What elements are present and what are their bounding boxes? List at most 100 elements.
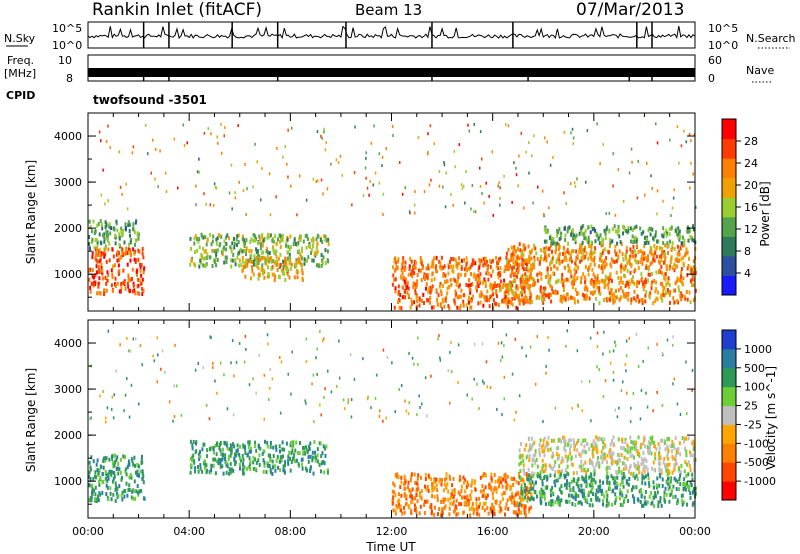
scatter-cell — [647, 240, 650, 245]
scatter-cell — [641, 503, 643, 508]
scatter-cell — [300, 457, 303, 462]
scatter-cell — [495, 301, 498, 306]
scatter-cell — [567, 241, 570, 246]
scatter-cell — [530, 505, 533, 510]
scatter-cell — [558, 252, 561, 257]
scatter-cell — [612, 435, 615, 440]
scatter-cell — [690, 268, 693, 273]
scatter-cell — [113, 471, 116, 476]
scatter-cell — [585, 479, 588, 484]
scatter-cell — [621, 289, 624, 294]
scatter-cell — [581, 247, 584, 252]
scatter-cell — [507, 247, 510, 252]
scatter-cell — [473, 209, 475, 213]
scatter-cell — [470, 299, 473, 304]
scatter-cell — [506, 283, 509, 288]
scatter-cell — [433, 479, 436, 484]
scatter-cell — [303, 257, 306, 262]
scatter-cell — [595, 498, 598, 502]
scatter-cell — [117, 263, 120, 268]
scatter-cell — [498, 476, 501, 481]
scatter-cell — [531, 267, 534, 272]
scatter-cell — [503, 397, 505, 401]
scatter-cell — [665, 291, 667, 296]
scatter-cell — [589, 230, 592, 235]
y-tick-label: 2000 — [54, 222, 82, 235]
scatter-cell — [409, 490, 412, 494]
scatter-cell — [300, 263, 303, 268]
scatter-cell — [641, 281, 644, 286]
scatter-cell — [620, 453, 623, 458]
scatter-cell — [251, 259, 253, 264]
scatter-cell — [520, 442, 522, 446]
scatter-cell — [556, 229, 559, 233]
scatter-cell — [392, 134, 394, 137]
scatter-cell — [647, 481, 650, 486]
scatter-cell — [591, 445, 594, 450]
scatter-cell — [240, 458, 242, 463]
power-colorbar-label: Power [dB] — [758, 181, 772, 246]
scatter-cell — [136, 272, 138, 277]
scatter-cell — [666, 437, 669, 441]
scatter-cell — [544, 463, 547, 468]
scatter-cell — [544, 230, 547, 235]
scatter-cell — [479, 501, 482, 506]
scatter-cell — [607, 465, 610, 470]
scatter-cell — [609, 361, 612, 365]
scatter-cell — [669, 479, 672, 484]
scatter-cell — [551, 241, 554, 246]
scatter-cell — [293, 238, 296, 243]
scatter-cell — [400, 384, 403, 387]
scatter-cell — [441, 297, 444, 302]
scatter-cell — [468, 129, 470, 133]
scatter-cell — [642, 441, 645, 446]
scatter-cell — [444, 297, 447, 302]
scatter-cell — [418, 394, 420, 398]
scatter-cell — [611, 293, 614, 298]
scatter-cell — [665, 267, 668, 272]
scatter-cell — [625, 339, 628, 343]
scatter-cell — [675, 279, 678, 284]
scatter-cell — [546, 269, 549, 274]
scatter-cell — [644, 277, 647, 282]
scatter-cell — [565, 485, 568, 490]
scatter-cell — [252, 455, 255, 460]
scatter-cell — [506, 263, 509, 268]
scatter-cell — [650, 174, 652, 178]
scatter-cell — [111, 407, 113, 411]
scatter-cell — [513, 247, 516, 252]
scatter-cell — [454, 301, 457, 306]
scatter-cell — [499, 196, 501, 200]
scatter-cell — [640, 231, 643, 236]
scatter-cell — [596, 459, 599, 464]
scatter-cell — [662, 226, 665, 231]
scatter-cell — [532, 201, 534, 205]
scatter-cell — [394, 260, 397, 265]
scatter-cell — [652, 495, 655, 500]
scatter-cell — [522, 504, 525, 509]
scatter-cell — [440, 266, 443, 271]
cpid-value: twofsound -3501 — [93, 93, 207, 107]
scatter-cell — [556, 452, 559, 456]
scatter-cell — [583, 275, 586, 280]
scatter-cell — [534, 449, 537, 453]
scatter-cell — [438, 184, 441, 188]
scatter-cell — [526, 489, 529, 494]
scatter-cell — [210, 468, 213, 472]
scatter-cell — [685, 473, 688, 478]
scatter-cell — [678, 252, 681, 257]
scatter-cell — [667, 456, 670, 461]
scatter-cell — [287, 244, 290, 249]
scatter-cell — [561, 468, 564, 473]
scatter-cell — [671, 444, 674, 448]
scatter-cell — [663, 249, 666, 254]
scatter-cell — [639, 226, 642, 231]
scatter-cell — [449, 259, 451, 264]
scatter-cell — [457, 381, 459, 385]
scatter-cell — [543, 492, 546, 496]
scatter-cell — [576, 291, 578, 296]
scatter-cell — [282, 264, 285, 269]
scatter-cell — [118, 289, 121, 294]
colorbar-segment — [722, 255, 736, 276]
scatter-cell — [495, 489, 498, 494]
